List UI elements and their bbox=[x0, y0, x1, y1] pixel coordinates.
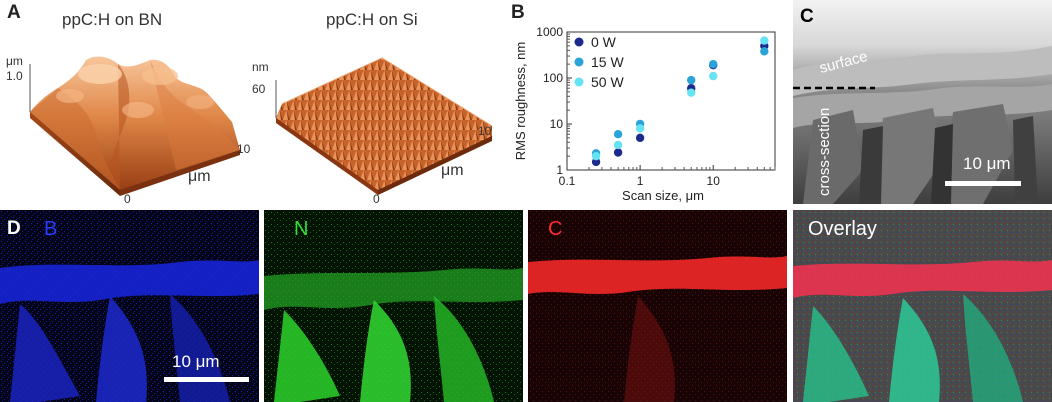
afm-si-z-unit: nm bbox=[252, 60, 269, 74]
afm-bn-surface bbox=[29, 56, 241, 196]
afm-bn-z-unit: μm bbox=[6, 54, 23, 68]
legend-marker bbox=[574, 77, 584, 87]
legend-label: 50 W bbox=[591, 74, 624, 90]
eds-boron-texture bbox=[0, 210, 259, 402]
afm-si-axis-zero: 0 bbox=[373, 192, 380, 206]
eds-nitrogen-label: N bbox=[294, 218, 309, 240]
sem-scale-bar-label: 10 μm bbox=[963, 154, 1011, 173]
chart-ylabel: RMS roughness, nm bbox=[513, 42, 528, 161]
afm-si-surface bbox=[275, 57, 493, 195]
panel-b-letter: B bbox=[511, 2, 525, 23]
legend-label: 0 W bbox=[591, 34, 617, 50]
data-point-50w bbox=[709, 71, 718, 81]
data-point-0w bbox=[635, 133, 645, 143]
y-tick-label: 1000 bbox=[536, 25, 563, 39]
data-point-50w bbox=[760, 36, 769, 45]
afm-bn-axis-zero: 0 bbox=[124, 192, 131, 206]
y-tick-label: 1 bbox=[556, 163, 563, 177]
panel-d-letter: D bbox=[7, 218, 21, 239]
eds-map-boron bbox=[0, 210, 259, 402]
data-point-0w bbox=[613, 148, 623, 157]
y-tick-label: 100 bbox=[543, 71, 563, 85]
data-point-0w bbox=[591, 157, 601, 167]
afm-bn-title: ppC:H on BN bbox=[62, 10, 163, 29]
panel-c-letter: C bbox=[800, 6, 814, 27]
eds-overlay-label: Overlay bbox=[808, 218, 877, 240]
panel-a-letter: A bbox=[7, 2, 21, 23]
data-point-50w bbox=[591, 151, 601, 161]
eds-overlay-texture bbox=[793, 210, 1052, 402]
eds-map-carbon bbox=[528, 210, 787, 402]
chart-xlabel: Scan size, μm bbox=[622, 188, 704, 203]
sem-image bbox=[793, 0, 1052, 204]
data-point-50w bbox=[613, 140, 623, 150]
data-point-50w bbox=[687, 88, 696, 97]
afm-si-z-max: 60 bbox=[252, 82, 266, 96]
afm-si-axis-ten: 10 bbox=[478, 124, 492, 138]
afm-si-axis-unit: μm bbox=[441, 162, 464, 179]
sem-texture bbox=[793, 0, 1052, 204]
x-tick-label: 0.1 bbox=[559, 174, 576, 188]
afm-bn-axis-ten: 10 bbox=[237, 142, 251, 156]
afm-si-title: ppC:H on Si bbox=[326, 10, 418, 29]
data-point-15w bbox=[613, 130, 623, 139]
eds-boron-label: B bbox=[44, 218, 58, 240]
sem-cross-section-label: cross-section bbox=[816, 107, 833, 196]
legend-marker bbox=[574, 57, 584, 67]
eds-map-nitrogen bbox=[264, 210, 523, 402]
afm-bn-axis-unit: μm bbox=[188, 168, 211, 185]
data-point-15w bbox=[760, 47, 769, 56]
eds-carbon-texture bbox=[528, 210, 787, 402]
eds-scale-bar-label: 10 μm bbox=[172, 352, 220, 371]
y-tick-label: 10 bbox=[550, 117, 564, 131]
chart-plot-frame bbox=[566, 31, 776, 171]
afm-bn-z-max: 1.0 bbox=[6, 69, 23, 83]
data-point-15w bbox=[687, 75, 696, 85]
legend-label: 15 W bbox=[591, 54, 624, 70]
x-tick-label: 10 bbox=[707, 174, 721, 188]
eds-nitrogen-texture bbox=[264, 210, 523, 402]
legend-marker bbox=[574, 37, 584, 47]
data-point-50w bbox=[635, 124, 645, 133]
x-tick-label: 1 bbox=[637, 174, 644, 188]
eds-carbon-label: C bbox=[548, 218, 563, 240]
eds-map-overlay bbox=[793, 210, 1052, 402]
data-point-15w bbox=[709, 59, 718, 69]
